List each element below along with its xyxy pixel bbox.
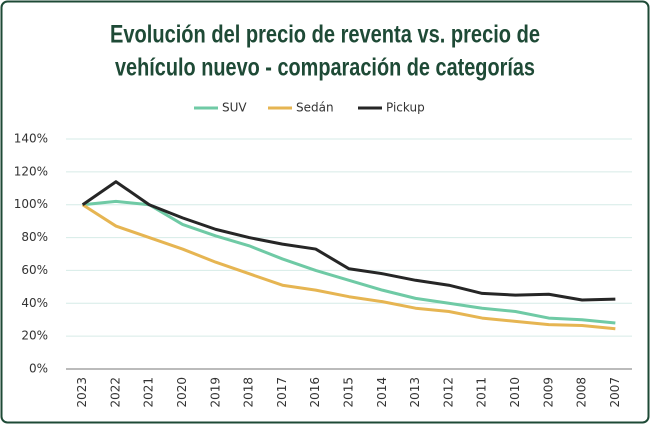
y-tick-label: 0%	[29, 362, 48, 376]
legend-label: Pickup	[386, 101, 425, 115]
x-tick-label: 2011	[475, 377, 489, 408]
y-tick-label: 80%	[21, 230, 48, 244]
x-tick-label: 2020	[175, 377, 189, 408]
y-tick-label: 40%	[21, 296, 48, 310]
x-tick-label: 2009	[541, 377, 555, 408]
x-tick-label: 2017	[275, 377, 289, 408]
legend-label: SUV	[222, 101, 247, 115]
chart-title: Evolución del precio de reventa vs. prec…	[110, 21, 540, 49]
x-tick-label: 2022	[108, 377, 122, 408]
x-tick-label: 2023	[75, 377, 89, 408]
x-tick-label: 2014	[375, 377, 389, 408]
x-tick-label: 2008	[575, 377, 589, 408]
x-tick-label: 2019	[208, 377, 222, 408]
x-tick-label: 2007	[608, 377, 622, 408]
chart-title: vehículo nuevo - comparación de categorí…	[115, 54, 535, 82]
x-tick-label: 2012	[441, 377, 455, 408]
x-tick-label: 2021	[142, 377, 156, 408]
series-line	[81, 203, 616, 331]
x-tick-label: 2013	[408, 377, 422, 408]
x-tick-label: 2015	[342, 377, 356, 408]
y-tick-label: 120%	[14, 164, 48, 178]
y-tick-label: 60%	[21, 263, 48, 277]
y-tick-label: 140%	[14, 132, 48, 146]
series-line	[82, 199, 616, 325]
y-tick-label: 100%	[14, 197, 48, 211]
x-tick-label: 2010	[508, 377, 522, 408]
series-line	[81, 180, 616, 302]
x-tick-label: 2016	[308, 377, 322, 408]
y-tick-label: 20%	[21, 329, 48, 343]
legend-label: Sedán	[296, 101, 334, 115]
x-tick-label: 2018	[242, 377, 256, 408]
